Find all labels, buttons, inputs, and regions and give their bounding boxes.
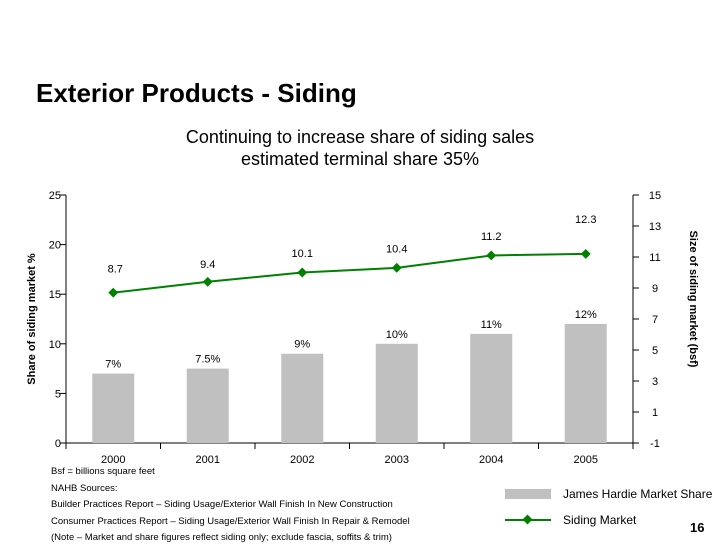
- right-tick-label: -1: [650, 438, 660, 450]
- line-point: [486, 250, 497, 261]
- line-point: [202, 276, 213, 287]
- bar: [375, 343, 418, 443]
- legend-label: Siding Market: [563, 513, 637, 527]
- x-tick-label: 2002: [290, 454, 314, 466]
- right-tick-label: 11: [649, 252, 660, 264]
- right-tick-label: 13: [649, 221, 661, 233]
- legend-bar-swatch: [505, 489, 551, 499]
- right-tick-label: 3: [652, 376, 658, 388]
- left-tick-label: 0: [55, 438, 61, 450]
- bar: [564, 323, 607, 443]
- bar: [92, 373, 135, 443]
- footnotes: Bsf = billions square feet NAHB Sources:…: [51, 464, 410, 547]
- line-label: 9.4: [200, 259, 215, 271]
- bar: [470, 333, 513, 443]
- line-label: 12.3: [575, 214, 596, 226]
- footnote: Bsf = billions square feet: [51, 466, 155, 477]
- right-tick-label: 9: [652, 283, 658, 295]
- right-tick-label: 5: [652, 345, 658, 357]
- right-tick-label: 7: [652, 314, 658, 326]
- legend-item-siding-market: Siding Market: [505, 507, 712, 533]
- page-number: 16: [690, 520, 705, 535]
- x-tick-label: 2001: [196, 454, 220, 466]
- bar-label: 7%: [105, 359, 121, 371]
- bar-label: 10%: [386, 329, 408, 341]
- line-label: 10.4: [386, 243, 407, 255]
- line-label: 10.1: [292, 248, 313, 260]
- footnote: Consumer Practices Report – Siding Usage…: [51, 515, 410, 527]
- bar: [281, 353, 324, 443]
- chart-subtitle: Continuing to increase share of siding s…: [0, 126, 720, 170]
- left-tick-label: 5: [55, 388, 61, 400]
- subtitle-line-1: Continuing to increase share of siding s…: [185, 127, 535, 147]
- line-label: 8.7: [108, 264, 123, 276]
- bar-label: 11%: [481, 319, 502, 331]
- footnote: Builder Practices Report – Siding Usage/…: [51, 499, 393, 510]
- line-point: [108, 287, 119, 298]
- right-axis-title: Size of siding market (bsf): [687, 231, 699, 368]
- slide-title: Exterior Products - Siding: [36, 78, 357, 108]
- bar: [186, 368, 229, 443]
- line-label: 11.2: [481, 231, 502, 243]
- line-point: [297, 267, 308, 278]
- legend-item-market-share: James Hardie Market Share: [505, 481, 712, 507]
- bar-label: 7.5%: [195, 354, 220, 366]
- right-tick-label: 15: [649, 190, 661, 202]
- line-series: [113, 252, 586, 294]
- left-tick-label: 10: [49, 339, 61, 351]
- legend-label: James Hardie Market Share: [563, 487, 713, 501]
- line-point: [391, 262, 402, 273]
- footnote: NAHB Sources:: [51, 482, 118, 494]
- left-tick-label: 25: [49, 190, 61, 202]
- footnote: (Note – Market and share figures reflect…: [51, 532, 392, 543]
- x-tick-label: 2004: [479, 454, 503, 466]
- right-tick-label: 1: [652, 407, 658, 419]
- left-axis-title: Share of siding market %: [26, 253, 38, 385]
- bar-label: 12%: [575, 309, 597, 321]
- x-tick-label: 2003: [385, 454, 409, 466]
- x-tick-label: 2005: [574, 454, 598, 466]
- chart-legend: James Hardie Market Share Siding Market: [505, 481, 712, 533]
- left-tick-label: 20: [49, 240, 61, 252]
- bar-label: 9%: [294, 339, 310, 351]
- legend-line-swatch: [505, 514, 551, 525]
- line-point: [580, 248, 591, 259]
- x-tick-label: 2000: [101, 454, 125, 466]
- left-tick-label: 15: [49, 289, 61, 301]
- subtitle-line-2: estimated terminal share 35%: [240, 149, 480, 169]
